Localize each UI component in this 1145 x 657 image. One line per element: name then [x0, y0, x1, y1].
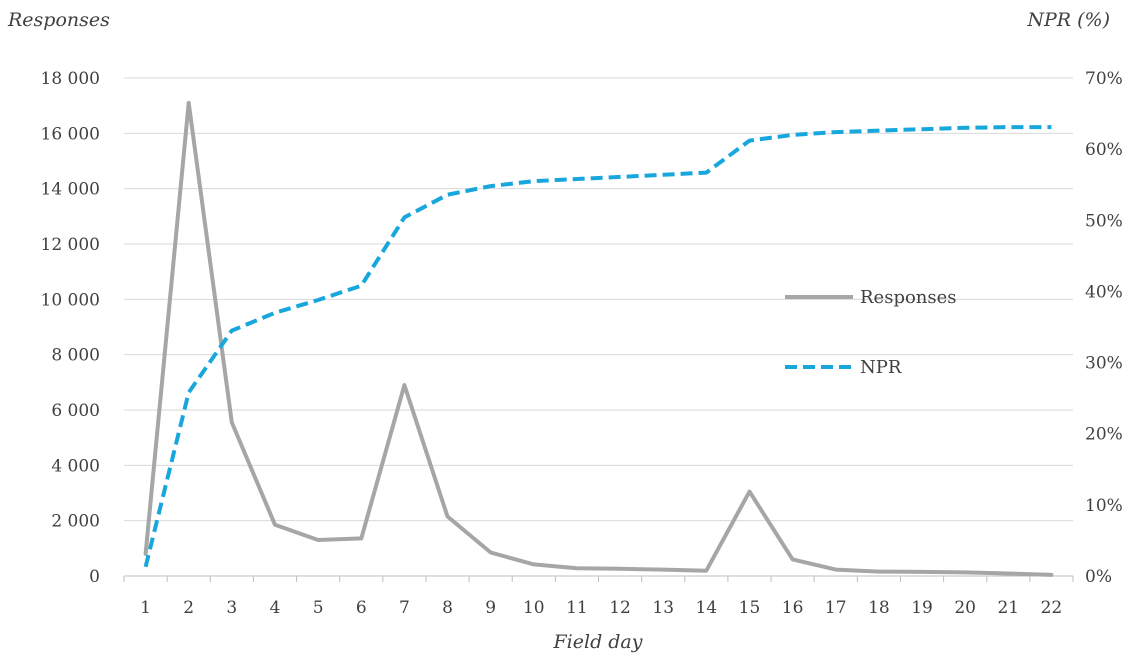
- right-y-tick-label: 60%: [1085, 140, 1123, 160]
- x-tick-label: 12: [609, 598, 631, 618]
- x-tick-label: 5: [313, 598, 324, 618]
- series-line-npr: [143, 125, 1052, 568]
- left-y-axis-title: Responses: [7, 9, 110, 31]
- left-y-tick-label: 4 000: [51, 456, 100, 476]
- x-tick-label: 17: [825, 598, 847, 618]
- legend: Responses NPR: [785, 287, 957, 378]
- x-tick-label: 2: [183, 598, 194, 618]
- x-tick-label: 18: [868, 598, 890, 618]
- right-y-tick-label: 70%: [1085, 69, 1123, 89]
- x-tick-label: 14: [696, 598, 718, 618]
- series-line-responses: [143, 100, 1054, 577]
- right-y-axis-ticks: 0% 10% 20% 30% 40% 50% 60% 70%: [1085, 69, 1123, 587]
- x-axis-ticks: 1 2 3 4 5 6 7 8 9 10 11 12 13 14 15 16 17 18 19 20 21 22: [123, 576, 1074, 618]
- left-y-tick-label: 8 000: [51, 346, 100, 366]
- right-y-axis-title: NPR (%): [1026, 9, 1110, 31]
- right-y-tick-label: 10%: [1085, 496, 1123, 516]
- x-tick-label: 11: [566, 598, 588, 618]
- legend-label-responses: Responses: [860, 287, 957, 308]
- right-y-tick-label: 20%: [1085, 425, 1123, 445]
- right-y-tick-label: 40%: [1085, 282, 1123, 302]
- left-y-tick-label: 12 000: [41, 235, 100, 255]
- x-tick-label: 3: [226, 598, 237, 618]
- series-lines: [143, 100, 1054, 577]
- left-y-tick-label: 10 000: [41, 290, 100, 310]
- x-axis-title: Field day: [552, 631, 642, 653]
- x-tick-label: 21: [997, 598, 1019, 618]
- left-y-tick-label: 18 000: [41, 69, 100, 89]
- left-y-tick-label: 6 000: [51, 401, 100, 421]
- left-y-tick-label: 16 000: [41, 124, 100, 144]
- x-tick-label: 22: [1041, 598, 1063, 618]
- x-tick-label: 20: [954, 598, 976, 618]
- x-tick-label: 13: [652, 598, 674, 618]
- x-tick-label: 9: [485, 598, 496, 618]
- right-y-tick-label: 50%: [1085, 211, 1123, 231]
- x-tick-label: 1: [140, 598, 151, 618]
- left-y-tick-label: 0: [89, 567, 100, 587]
- right-y-tick-label: 0%: [1085, 567, 1112, 587]
- x-tick-label: 4: [270, 598, 281, 618]
- x-tick-label: 10: [523, 598, 545, 618]
- gridlines: [124, 77, 1073, 522]
- left-y-axis-ticks: 0 2 000 4 000 6 000 8 000 10 000 12 000 14 000 1…: [41, 69, 100, 587]
- x-tick-label: 19: [911, 598, 933, 618]
- x-tick-label: 15: [739, 598, 761, 618]
- x-tick-label: 16: [782, 598, 804, 618]
- right-y-tick-label: 30%: [1085, 354, 1123, 374]
- legend-label-npr: NPR: [860, 357, 902, 378]
- x-tick-label: 8: [442, 598, 453, 618]
- left-y-tick-label: 2 000: [51, 512, 100, 532]
- x-tick-label: 7: [399, 598, 410, 618]
- left-y-tick-label: 14 000: [41, 180, 100, 200]
- x-tick-label: 6: [356, 598, 367, 618]
